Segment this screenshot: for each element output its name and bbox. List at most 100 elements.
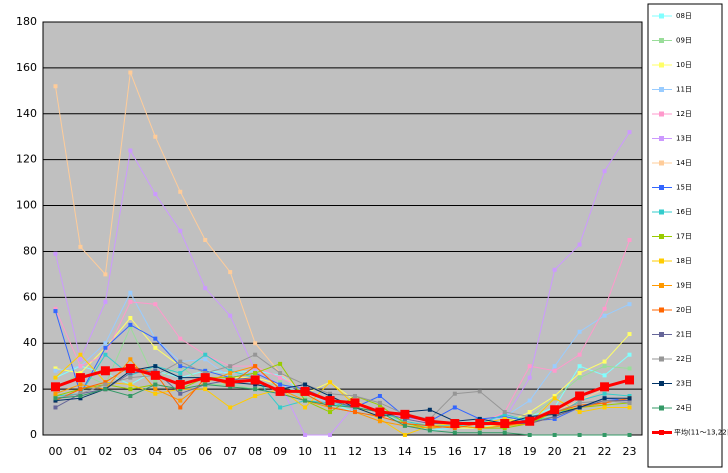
point — [78, 396, 83, 401]
x-tick-label: 21 — [573, 445, 587, 458]
point — [253, 364, 258, 369]
point — [500, 419, 510, 429]
point — [128, 371, 133, 376]
point — [577, 364, 582, 369]
point — [627, 302, 632, 307]
point — [602, 398, 607, 403]
point — [477, 426, 482, 431]
point — [350, 398, 360, 408]
point — [328, 410, 333, 415]
x-tick-label: 18 — [498, 445, 512, 458]
x-tick-label: 20 — [548, 445, 562, 458]
legend-marker — [659, 136, 664, 141]
point — [178, 371, 183, 376]
point — [502, 412, 507, 417]
point — [78, 352, 83, 357]
point — [577, 352, 582, 357]
point — [53, 405, 58, 410]
point — [153, 336, 158, 341]
x-tick-label: 08 — [248, 445, 262, 458]
point — [527, 375, 532, 380]
point — [228, 364, 233, 369]
point — [452, 405, 457, 410]
legend-label: 09日 — [676, 37, 692, 45]
point — [352, 410, 357, 415]
point — [128, 325, 133, 330]
point — [278, 373, 283, 378]
point — [53, 375, 58, 380]
point — [502, 414, 507, 419]
point — [602, 306, 607, 311]
point — [228, 384, 233, 389]
point — [552, 393, 557, 398]
point — [128, 290, 133, 295]
point — [278, 371, 283, 376]
point — [78, 393, 83, 398]
point — [552, 368, 557, 373]
point — [377, 400, 382, 405]
point — [128, 148, 133, 153]
point — [178, 375, 183, 380]
legend-marker — [659, 160, 664, 166]
point — [100, 366, 110, 376]
point — [203, 382, 208, 387]
point — [150, 370, 160, 380]
legend-marker — [659, 87, 664, 92]
point — [103, 387, 108, 392]
point — [452, 391, 457, 396]
point — [53, 396, 58, 401]
point — [300, 386, 310, 396]
point — [203, 237, 208, 242]
point — [153, 391, 158, 396]
point — [78, 244, 83, 249]
point — [602, 373, 607, 378]
point — [427, 428, 432, 433]
point — [552, 416, 557, 421]
legend-label: 23日 — [676, 380, 692, 388]
point — [103, 299, 108, 304]
x-tick-label: 16 — [448, 445, 462, 458]
x-tick-label: 04 — [148, 445, 162, 458]
point — [253, 368, 258, 373]
point — [278, 375, 283, 380]
x-tick-label: 00 — [48, 445, 62, 458]
point — [53, 251, 58, 256]
point — [103, 382, 108, 387]
point — [78, 371, 83, 376]
point — [400, 409, 410, 419]
legend-marker — [659, 111, 664, 117]
legend-label: 08日 — [676, 12, 692, 20]
point — [178, 189, 183, 194]
legend-marker — [659, 283, 664, 288]
point — [203, 352, 208, 357]
point — [627, 352, 632, 357]
point — [502, 410, 507, 415]
x-tick-label: 03 — [123, 445, 137, 458]
point — [203, 371, 208, 376]
point — [377, 414, 382, 419]
point — [525, 416, 535, 426]
point — [377, 419, 382, 424]
point — [552, 396, 557, 401]
legend-label: 22日 — [676, 355, 692, 363]
point — [203, 380, 208, 385]
legend-label: 17日 — [676, 233, 692, 241]
y-tick-label: 100 — [16, 199, 37, 212]
point — [128, 387, 133, 392]
point — [78, 357, 83, 362]
point — [328, 403, 333, 408]
point — [75, 373, 85, 383]
point — [153, 387, 158, 392]
series-line — [55, 384, 630, 436]
point — [303, 396, 308, 401]
legend-label: 21日 — [676, 331, 692, 339]
point — [552, 364, 557, 369]
point — [602, 359, 607, 364]
x-tick-label: 13 — [373, 445, 387, 458]
point — [128, 375, 133, 380]
legend-label: 10日 — [676, 61, 692, 69]
point — [502, 426, 507, 431]
legend-label: 18日 — [676, 257, 692, 265]
legend-marker — [659, 234, 664, 239]
